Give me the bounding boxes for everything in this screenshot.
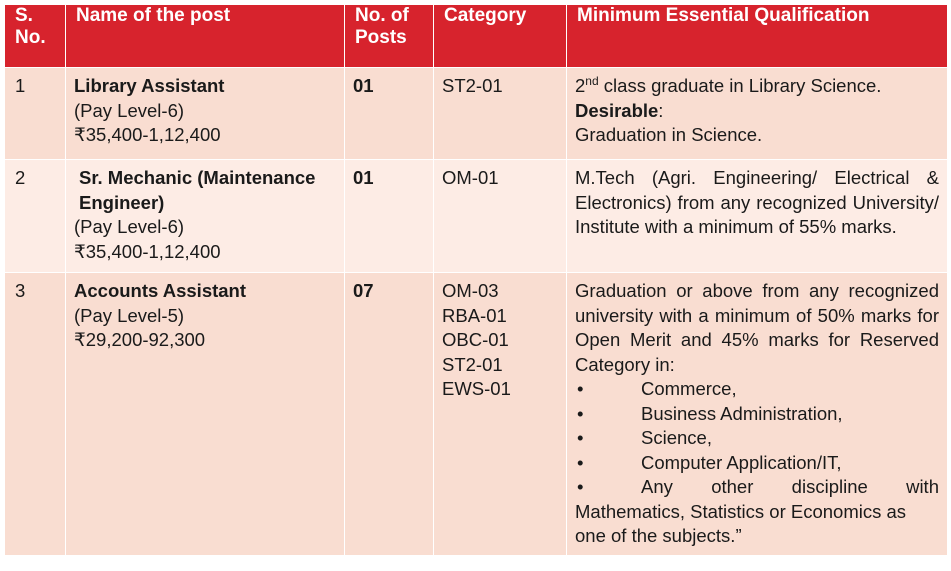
posts-count: 01 (344, 159, 434, 273)
discipline-label: Commerce, (641, 378, 737, 399)
row-sno: 3 (4, 272, 66, 556)
header-qualification: Minimum Essential Qualification (566, 4, 948, 68)
post-name: Sr. Mechanic (Maintenance Engineer) (79, 167, 316, 213)
category-cell: OM-03 RBA-01 OBC-01 ST2-01 EWS-01 (433, 272, 567, 556)
table-row: 2 Sr. Mechanic (Maintenance Engineer) (P… (4, 159, 948, 273)
post-name: Library Assistant (74, 75, 225, 96)
bullet-icon: • (577, 378, 584, 399)
desirable-line: Desirable: (575, 99, 939, 124)
desirable-label: Desirable (575, 99, 659, 121)
header-row: S. No. Name of the post No. of Posts Cat… (4, 4, 948, 68)
qualification-rest: class graduate in Library Science. (598, 75, 882, 96)
bullet-icon: • (577, 427, 584, 448)
bullet-icon: • (577, 451, 584, 473)
category-value: RBA-01 (442, 304, 507, 326)
list-item: • Computer Application/IT, (575, 451, 939, 476)
pay-scale: ₹35,400-1,12,400 (74, 240, 221, 262)
post-name: Accounts Assistant (74, 280, 247, 301)
qualification-text: M.Tech (Agri. Engineering/ Electrical & … (575, 167, 939, 237)
ordinal-suffix: nd (585, 73, 599, 88)
list-item: • Business Administration, (575, 402, 939, 427)
category-value: ST2-01 (442, 75, 503, 96)
category-value: OBC-01 (442, 329, 509, 350)
post-cell: Accounts Assistant (Pay Level-5) ₹29,200… (65, 272, 345, 556)
table-header: S. No. Name of the post No. of Posts Cat… (4, 4, 948, 68)
header-sno: S. No. (4, 4, 66, 68)
pay-level: (Pay Level-5) (74, 304, 185, 326)
recruitment-table: S. No. Name of the post No. of Posts Cat… (4, 4, 948, 556)
qualification-cell: Graduation or above from any recognized … (566, 272, 948, 556)
discipline-label: Computer Application/IT, (641, 451, 842, 473)
bullet-icon: • (577, 476, 584, 497)
category-value: EWS-01 (442, 378, 511, 399)
list-item: • Science, (575, 426, 939, 451)
category-value: ST2-01 (442, 353, 503, 375)
qualification-cell: 2nd class graduate in Library Science. D… (566, 67, 948, 160)
category-cell: OM-01 (433, 159, 567, 273)
header-post-name: Name of the post (65, 4, 345, 68)
category-cell: ST2-01 (433, 67, 567, 160)
pay-level: (Pay Level-6) (74, 99, 185, 121)
qualification-cell: M.Tech (Agri. Engineering/ Electrical & … (566, 159, 948, 273)
header-category: Category (433, 4, 567, 68)
row-sno: 1 (4, 67, 66, 160)
header-no-of-posts: No. of Posts (344, 4, 434, 68)
pay-level: (Pay Level-6) (74, 216, 185, 237)
discipline-label: Any other discipline with (641, 476, 939, 497)
pay-scale: ₹29,200-92,300 (74, 329, 206, 350)
category-value: OM-01 (442, 167, 499, 188)
table-row: 3 Accounts Assistant (Pay Level-5) ₹29,2… (4, 272, 948, 556)
category-value: OM-03 (442, 280, 499, 301)
discipline-label: Business Administration, (641, 402, 843, 424)
post-cell: Sr. Mechanic (Maintenance Engineer) (Pay… (65, 159, 345, 273)
list-item: • Any other discipline with (575, 475, 939, 500)
discipline-label: Science, (641, 427, 712, 448)
ordinal-number: 2 (575, 75, 586, 96)
row-sno: 2 (4, 159, 66, 273)
bullet-icon: • (577, 402, 584, 424)
qualification-text: 2nd class graduate in Library Science. (575, 74, 939, 99)
list-item: • Commerce, (575, 377, 939, 402)
posts-count: 01 (344, 67, 434, 160)
posts-count: 07 (344, 272, 434, 556)
pay-scale: ₹35,400-1,12,400 (74, 124, 221, 145)
qualification-intro: Graduation or above from any recognized … (575, 280, 939, 375)
post-cell: Library Assistant (Pay Level-6) ₹35,400-… (65, 67, 345, 160)
discipline-list: • Commerce, • Business Administration, • Sc… (575, 377, 939, 500)
desirable-colon: : (658, 99, 664, 121)
table-row: 1 Library Assistant (Pay Level-6) ₹35,40… (4, 67, 948, 160)
qualification-outro: Mathematics, Statistics or Economics as … (575, 500, 907, 547)
desirable-text: Graduation in Science. (575, 124, 763, 145)
